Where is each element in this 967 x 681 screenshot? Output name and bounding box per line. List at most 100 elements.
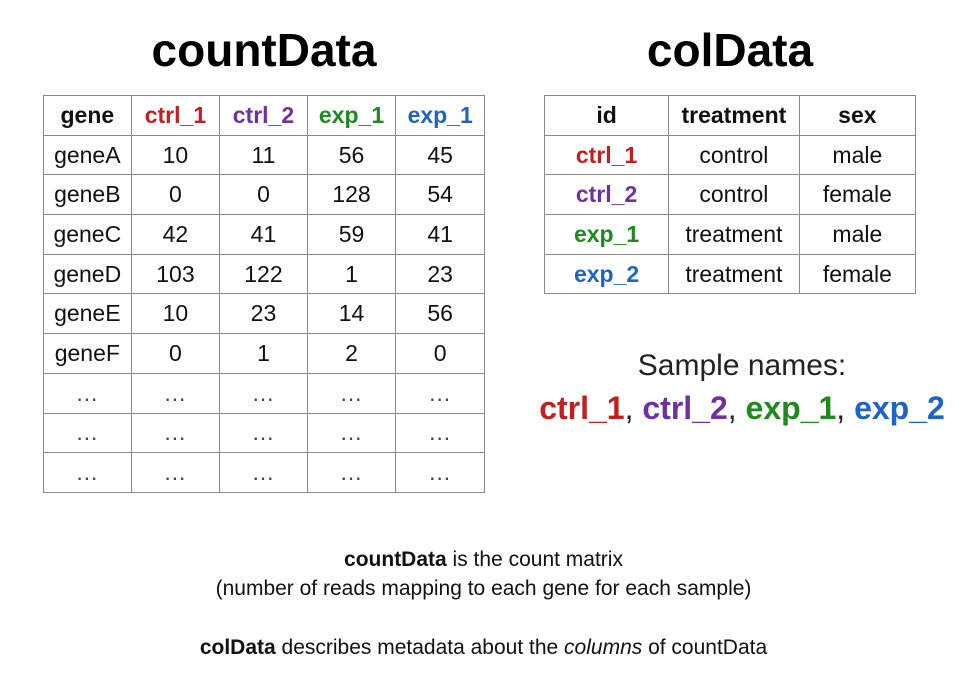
treatment-cell: control [668,174,800,216]
table-header-row: gene ctrl_1 ctrl_2 exp_1 exp_1 [43,95,485,136]
column-header-exp-1-second: exp_1 [395,95,485,136]
caption-coldata-term: colData [199,636,276,659]
gene-name-cell: … [43,372,132,414]
count-cell: … [219,452,308,493]
count-cell: 0 [219,174,308,216]
count-cell: 42 [130,214,221,255]
count-cell: … [219,412,308,454]
column-header-sex: sex [798,95,917,136]
sample-name-separator: , [624,390,643,426]
count-cell: 11 [219,134,308,176]
gene-name-cell: geneA [43,134,132,176]
sample-names-list: ctrl_1, ctrl_2, exp_1, exp_2 [520,388,964,428]
gene-name-cell: geneF [43,333,132,374]
column-header-ctrl-2: ctrl_2 [219,95,308,136]
count-cell: 0 [130,174,221,216]
count-cell: 2 [306,333,397,374]
caption-line-3-end: of countData [642,636,768,659]
treatment-cell: treatment [668,214,800,255]
table-row: …………… [43,452,485,493]
caption-line-2: (number of reads mapping to each gene fo… [215,577,752,600]
table-header-row: id treatment sex [543,95,917,136]
count-cell: 122 [219,253,308,295]
table-row: ctrl_2 control female [543,174,917,216]
count-cell: … [130,372,221,414]
table-row: geneC 42 41 59 41 [43,214,485,255]
count-cell: … [395,452,485,493]
caption: countData is the count matrix (number of… [0,545,967,662]
count-cell: … [395,372,485,414]
count-matrix-table: gene ctrl_1 ctrl_2 exp_1 exp_1 geneA 10 11… [43,95,485,493]
sample-name-separator: , [836,390,855,426]
treatment-cell: control [668,134,800,176]
gene-name-cell: geneE [43,293,132,335]
sample-id-cell: exp_2 [543,253,670,295]
gene-name-cell: … [43,412,132,454]
count-cell: 103 [130,253,221,295]
table-row: exp_1 treatment male [543,214,917,255]
sample-name: ctrl_1 [539,390,625,426]
caption-columns-term: columns [564,636,643,659]
count-cell: 128 [306,174,397,216]
gene-name-cell: … [43,452,132,493]
sex-cell: male [798,214,917,255]
count-cell: … [306,412,397,454]
count-cell: … [306,372,397,414]
sample-name: ctrl_2 [642,390,728,426]
column-header-ctrl-1: ctrl_1 [130,95,221,136]
count-cell: … [395,412,485,454]
caption-line-1-text: is the count matrix [446,548,623,571]
count-cell: … [219,372,308,414]
caption-countdata-term: countData [344,548,447,571]
count-cell: 1 [219,333,308,374]
column-header-exp-1: exp_1 [306,95,397,136]
caption-line-1: countData is the count matrix [0,545,967,574]
count-cell: 45 [395,134,485,176]
count-cell: 10 [130,293,221,335]
table-row: exp_2 treatment female [543,253,917,295]
sex-cell: male [798,134,917,176]
sample-name: exp_2 [854,390,945,426]
coldata-table: id treatment sex ctrl_1 control male ctrl_2… [543,95,917,295]
count-cell: 54 [395,174,485,216]
sample-name: exp_1 [745,390,837,426]
count-cell: 56 [395,293,485,335]
table-row: geneE 10 23 14 56 [43,293,485,335]
caption-line-3: colData describes metadata about the col… [0,633,967,662]
column-header-gene: gene [43,95,132,136]
count-cell: 0 [395,333,485,374]
count-cell: 41 [395,214,485,255]
coldata-title: colData [646,24,814,76]
column-header-id: id [543,95,670,136]
count-cell: 1 [306,253,397,295]
sample-id-cell: ctrl_2 [543,174,670,216]
sample-id-cell: ctrl_1 [543,134,670,176]
count-cell: 23 [219,293,308,335]
count-cell: 0 [130,333,221,374]
caption-line-3-text: describes metadata about the [275,636,565,659]
treatment-cell: treatment [668,253,800,295]
count-cell: … [306,452,397,493]
countdata-title: countData [151,24,377,76]
count-cell: … [130,412,221,454]
table-row: geneA 10 11 56 45 [43,134,485,176]
gene-name-cell: geneD [43,253,132,295]
table-row: …………… [43,372,485,414]
table-row: ctrl_1 control male [543,134,917,176]
table-row: geneD 103 122 1 23 [43,253,485,295]
count-cell: 41 [219,214,308,255]
sex-cell: female [798,253,917,295]
sample-id-cell: exp_1 [543,214,670,255]
column-header-treatment: treatment [668,95,800,136]
table-row: geneF 0 1 2 0 [43,333,485,374]
gene-name-cell: geneC [43,214,132,255]
count-cell: 59 [306,214,397,255]
count-cell: 14 [306,293,397,335]
count-cell: … [130,452,221,493]
sample-name-separator: , [727,390,746,426]
count-cell: 56 [306,134,397,176]
table-row: …………… [43,412,485,454]
table-row: geneB 0 0 128 54 [43,174,485,216]
count-cell: 23 [395,253,485,295]
count-cell: 10 [130,134,221,176]
